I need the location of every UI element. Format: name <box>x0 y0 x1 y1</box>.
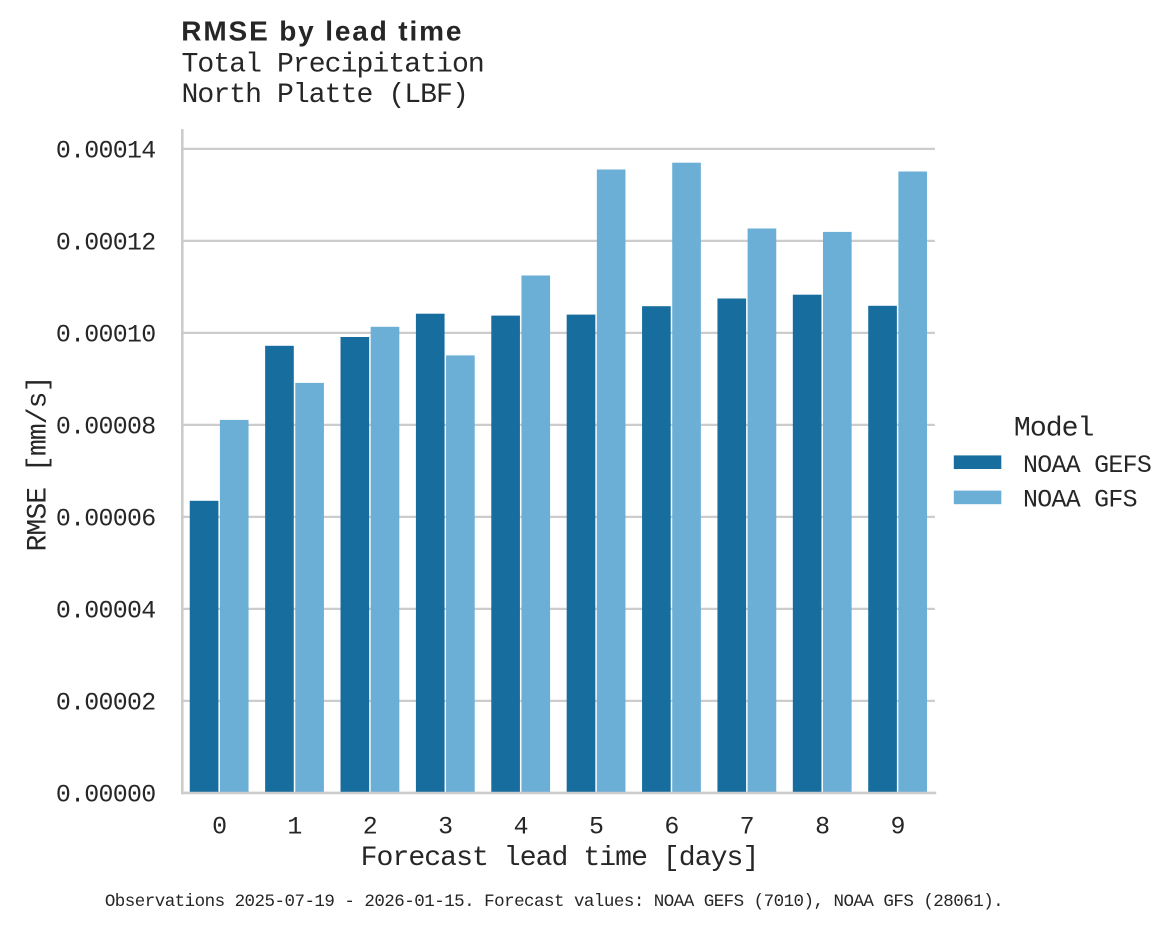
svg-text:3: 3 <box>438 814 452 842</box>
svg-text:Total Precipitation: Total Precipitation <box>182 49 484 80</box>
svg-text:8: 8 <box>815 814 829 842</box>
svg-text:2: 2 <box>363 814 377 842</box>
svg-text:NOAA GEFS: NOAA GEFS <box>1023 452 1151 480</box>
svg-text:North Platte (LBF): North Platte (LBF) <box>182 80 468 111</box>
svg-text:0.00014: 0.00014 <box>56 138 156 166</box>
svg-text:0.00006: 0.00006 <box>56 506 156 534</box>
svg-text:0.00012: 0.00012 <box>56 230 156 258</box>
svg-text:Model: Model <box>1014 414 1094 445</box>
svg-text:0.00000: 0.00000 <box>56 782 156 810</box>
svg-text:NOAA GFS: NOAA GFS <box>1023 486 1137 514</box>
svg-text:0.00008: 0.00008 <box>56 414 156 442</box>
svg-text:0.00004: 0.00004 <box>56 598 156 626</box>
svg-text:RMSE [mm/s]: RMSE [mm/s] <box>24 377 55 552</box>
svg-text:Observations 2025-07-19 - 2026: Observations 2025-07-19 - 2026-01-15. Fo… <box>105 892 1003 912</box>
svg-text:0.00002: 0.00002 <box>56 690 156 718</box>
svg-text:4: 4 <box>514 814 528 842</box>
svg-text:1: 1 <box>287 814 301 842</box>
svg-text:0.00010: 0.00010 <box>56 322 156 350</box>
svg-text:7: 7 <box>740 814 754 842</box>
svg-text:5: 5 <box>589 814 603 842</box>
svg-text:Forecast lead time [days]: Forecast lead time [days] <box>361 843 759 874</box>
svg-text:6: 6 <box>664 814 678 842</box>
svg-text:9: 9 <box>890 814 904 842</box>
svg-text:0: 0 <box>212 814 226 842</box>
svg-text:RMSE by lead time: RMSE by lead time <box>181 15 463 46</box>
